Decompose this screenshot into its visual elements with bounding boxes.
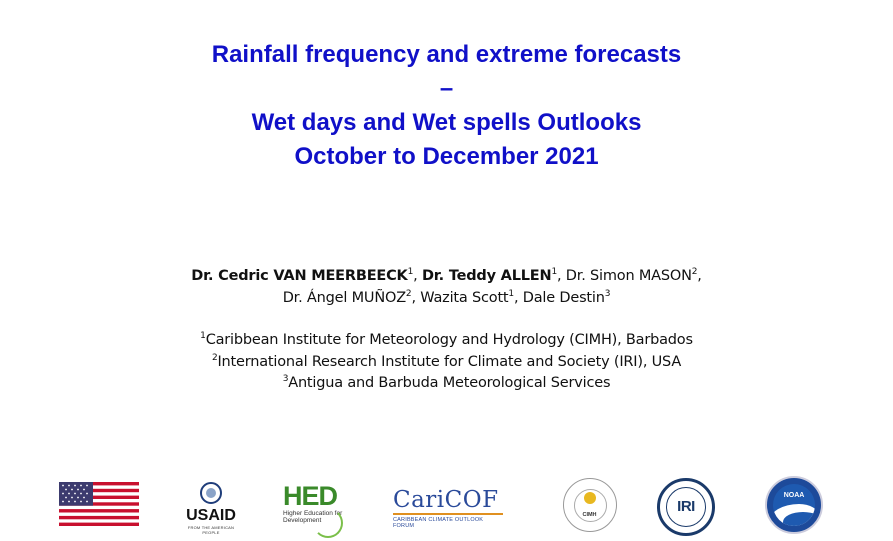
title-line-4: October to December 2021 — [294, 143, 599, 170]
iri-logo: IRI — [657, 478, 715, 536]
title-line-3: Wet days and Wet spells Outlooks — [251, 109, 642, 136]
caricof-logo: CariCOF CARIBBEAN CLIMATE OUTLOOK FORUM — [393, 487, 503, 529]
author-name: Dr. Simon MASON — [565, 268, 692, 284]
hed-arc-icon — [313, 508, 343, 538]
logo-bar: USAID FROM THE AMERICAN PEOPLE HED Highe… — [0, 468, 893, 538]
title-dash: – — [439, 75, 454, 102]
cimh-wordmark: CIMH — [582, 512, 597, 518]
author-name: Wazita Scott — [420, 290, 509, 306]
usaid-logo: USAID FROM THE AMERICAN PEOPLE — [180, 482, 242, 535]
noaa-wordmark: NOAA — [783, 492, 805, 499]
noaa-logo: NOAA — [765, 476, 823, 534]
usaid-seal-icon — [200, 482, 222, 504]
caricof-underline — [393, 513, 503, 515]
affiliation-item: 3Antigua and Barbuda Meteorological Serv… — [282, 374, 611, 391]
affiliation-list: 1Caribbean Institute for Meteorology and… — [0, 330, 893, 395]
cimh-sun-icon — [584, 492, 596, 504]
noaa-emblem-icon: NOAA — [773, 484, 815, 526]
affiliation-item: 2International Research Institute for Cl… — [211, 352, 682, 370]
author-list: Dr. Cedric VAN MEERBEECK1, Dr. Teddy ALL… — [0, 265, 893, 309]
cimh-ring-icon — [574, 489, 607, 522]
author-name: Dale Destin — [522, 290, 605, 306]
cimh-logo: CIMH — [563, 478, 617, 532]
presentation-title: Rainfall frequency and extreme forecasts… — [0, 38, 893, 174]
author-name: Dr. Ángel MUÑOZ — [282, 290, 406, 306]
hed-wordmark: HED — [283, 481, 338, 511]
us-flag-icon — [59, 482, 139, 526]
affiliation-item: 1Caribbean Institute for Meteorology and… — [200, 331, 693, 348]
author-line-2: Dr. Ángel MUÑOZ2, Wazita Scott1, Dale De… — [282, 289, 611, 306]
usaid-tagline: FROM THE AMERICAN PEOPLE — [187, 525, 235, 535]
hed-subtitle: Higher Education for Development — [283, 510, 343, 524]
caricof-tagline: CARIBBEAN CLIMATE OUTLOOK FORUM — [393, 517, 484, 529]
title-line-1: Rainfall frequency and extreme forecasts — [211, 41, 682, 68]
caricof-wordmark: CariCOF — [393, 487, 499, 513]
author-line-1: Dr. Cedric VAN MEERBEECK1, Dr. Teddy ALL… — [191, 267, 702, 284]
author-name: Dr. Cedric VAN MEERBEECK — [191, 268, 408, 284]
usaid-wordmark: USAID — [186, 507, 236, 524]
author-name: Dr. Teddy ALLEN — [421, 268, 552, 284]
hed-logo: HED Higher Education for Development — [283, 482, 345, 538]
iri-wordmark: IRI — [666, 487, 706, 527]
